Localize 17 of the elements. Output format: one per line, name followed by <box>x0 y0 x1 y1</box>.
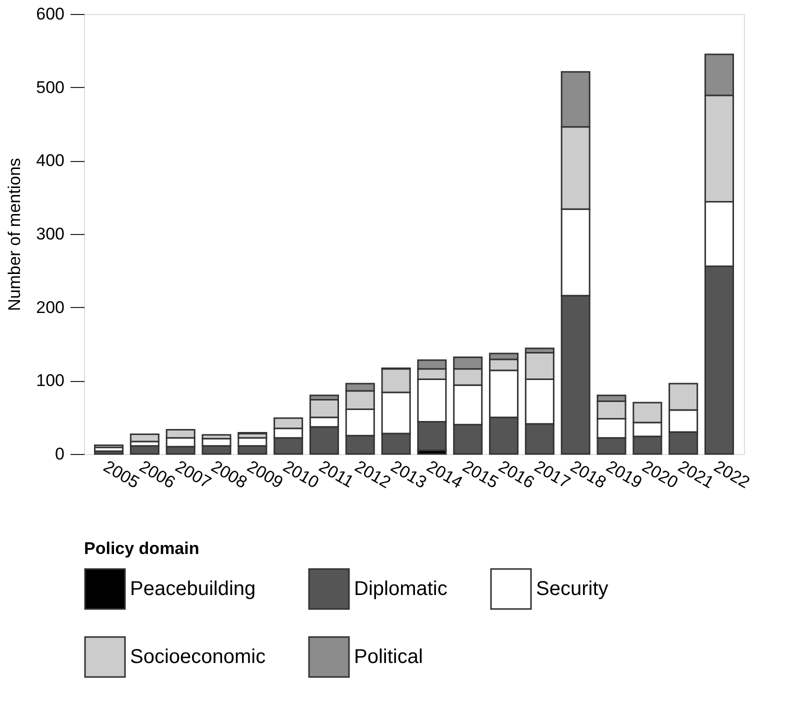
y-tick-label: 500 <box>36 78 64 97</box>
legend-label: Security <box>536 578 608 600</box>
bar <box>130 445 160 455</box>
legend-label: Peacebuilding <box>130 578 256 600</box>
y-tick-label: 0 <box>55 444 64 464</box>
legend-title: Policy domain <box>84 539 200 558</box>
y-axis-title: Number of mentions <box>5 158 24 312</box>
y-tick-label: 200 <box>36 298 64 317</box>
y-tick-label: 600 <box>36 4 64 24</box>
bar <box>94 444 124 448</box>
y-tick-label: 400 <box>36 151 64 170</box>
y-tick-label: 100 <box>36 371 64 390</box>
legend-label: Diplomatic <box>354 578 448 600</box>
y-tick-label: 300 <box>36 224 64 244</box>
legend-label: Political <box>354 646 423 668</box>
bar <box>130 433 160 442</box>
legend-label: Socioeconomic <box>130 646 266 668</box>
